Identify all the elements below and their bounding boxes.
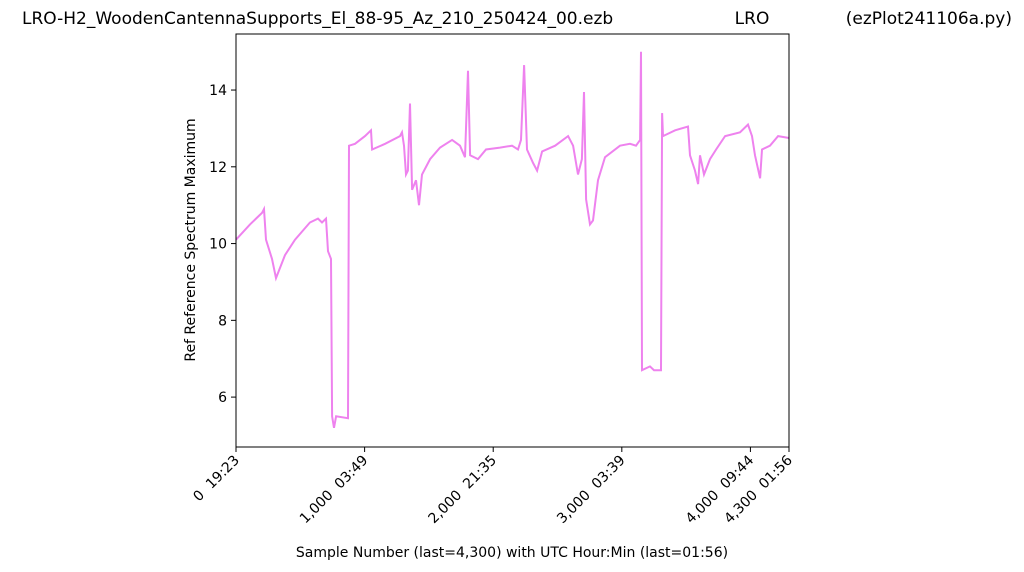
x-tick-label: 2,000 21:35 [426,453,500,527]
chart-title-right: (ezPlot241106a.py) [846,9,1012,29]
y-tick-label: 12 [209,160,227,176]
data-line [235,51,790,428]
x-tick-label: 3,000 03:39 [554,453,628,527]
x-tick-label: 1,000 03:49 [297,453,371,527]
y-tick-label: 6 [218,390,227,406]
chart-title-left: LRO-H2_WoodenCantennaSupports_El_88-95_A… [22,9,613,29]
x-tick-label: 4,300 01:56 [721,452,796,527]
x-axis-label: Sample Number (last=4,300) with UTC Hour… [296,545,728,561]
y-tick-label: 10 [209,237,227,253]
y-tick-label: 14 [209,83,227,99]
chart-title-center: LRO [735,9,770,29]
plot-frame [235,33,790,448]
y-axis-label: Ref Reference Spectrum Maximum [183,118,199,361]
y-tick-label: 8 [218,313,227,329]
x-tick-label: 0 19:23 [190,453,242,505]
